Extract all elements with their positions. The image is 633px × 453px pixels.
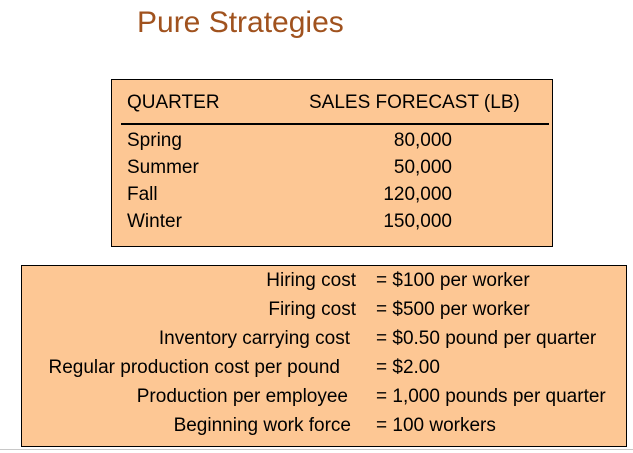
quarter-cell: Spring: [127, 130, 182, 151]
cost-value: = 100 workers: [376, 415, 496, 436]
quarter-cell: Summer: [127, 157, 199, 178]
page-title: Pure Strategies: [137, 6, 344, 39]
cost-label: Hiring cost: [266, 270, 356, 291]
sales-forecast-table: QUARTER SALES FORECAST (LB) Spring 80,00…: [111, 79, 553, 247]
cost-value: = 1,000 pounds per quarter: [376, 386, 606, 407]
cost-row: Production per employee = 1,000 pounds p…: [22, 386, 626, 415]
sales-forecast-cell: 120,000: [383, 184, 452, 205]
cost-row: Inventory carrying cost = $0.50 pound pe…: [22, 328, 626, 357]
cost-label: Firing cost: [268, 299, 356, 320]
table-row: Winter 150,000: [112, 211, 552, 238]
quarter-cell: Fall: [127, 184, 158, 205]
cost-row: Hiring cost = $100 per worker: [22, 270, 626, 299]
cost-label: Regular production cost per pound: [48, 357, 340, 378]
cost-value: = $2.00: [376, 357, 440, 378]
cost-value: = $500 per worker: [376, 299, 530, 320]
cost-label: Inventory carrying cost: [158, 328, 350, 349]
cost-value: = $100 per worker: [376, 270, 530, 291]
cost-row: Regular production cost per pound = $2.0…: [22, 357, 626, 386]
quarter-cell: Winter: [127, 211, 182, 232]
sales-forecast-cell: 150,000: [383, 211, 452, 232]
cost-row: Firing cost = $500 per worker: [22, 299, 626, 328]
quarter-column-header: QUARTER: [127, 92, 220, 113]
sales-forecast-column-header: SALES FORECAST (LB): [309, 92, 520, 113]
cost-parameters-box: Hiring cost = $100 per worker Firing cos…: [21, 265, 627, 447]
sales-forecast-cell: 50,000: [393, 157, 452, 178]
cost-row: Beginning work force = 100 workers: [22, 415, 626, 444]
header-divider: [121, 123, 549, 125]
cost-label: Beginning work force: [173, 415, 351, 436]
sales-forecast-cell: 80,000: [393, 130, 452, 151]
cost-value: = $0.50 pound per quarter: [376, 328, 597, 349]
table-row: Fall 120,000: [112, 184, 552, 211]
slide-bottom-divider: [0, 449, 633, 450]
cost-label: Production per employee: [136, 386, 348, 407]
table-row: Summer 50,000: [112, 157, 552, 184]
table-row: Spring 80,000: [112, 130, 552, 157]
